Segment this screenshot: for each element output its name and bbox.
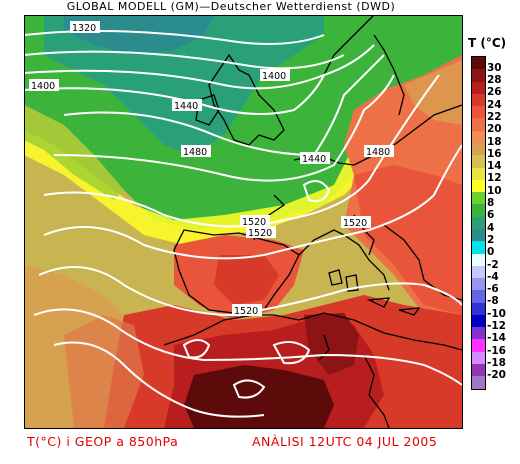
color-scale-swatch — [472, 204, 485, 217]
temperature-zone-sahara-2 — [304, 313, 359, 375]
svg-text:1520: 1520 — [248, 228, 272, 239]
color-scale-tick-label: 8 — [487, 197, 495, 210]
contour-label: 1400 — [260, 69, 290, 82]
temperature-zone-warm-east-2 — [404, 60, 462, 125]
footer-analysis-time: ANÀLISI 12UTC 04 JUL 2005 — [252, 434, 438, 449]
color-scale-tick-label: 28 — [487, 74, 502, 87]
temperature-zone-yellow — [24, 130, 369, 245]
color-scale-tick-label: 2 — [487, 233, 495, 246]
color-scale-tick-label: -6 — [487, 283, 499, 296]
contour-label: 1520 — [341, 216, 371, 229]
color-scale-tick-label: -4 — [487, 270, 499, 283]
color-scale-swatch — [472, 302, 485, 315]
color-scale-swatch — [472, 327, 485, 340]
map-title: GLOBAL MODELL (GM)—Deutscher Wetterdiens… — [66, 0, 396, 13]
color-scale-swatch — [472, 155, 485, 168]
contour-label: 1440 — [172, 99, 202, 112]
color-scale-bar — [471, 56, 486, 390]
color-scale-tick-label: 24 — [487, 98, 502, 111]
color-scale-swatch — [472, 290, 485, 303]
svg-text:1520: 1520 — [242, 217, 266, 228]
color-scale-swatch — [472, 351, 485, 365]
contour-label: 1520 — [232, 304, 262, 317]
color-scale-tick-label: -20 — [487, 369, 506, 382]
contour-label: 1400 — [29, 79, 59, 92]
color-scale-tick-label: 22 — [487, 110, 502, 123]
contour-label: 1480 — [364, 145, 394, 158]
temperature-zone-lightgreen-west — [24, 105, 124, 200]
svg-text:1320: 1320 — [72, 23, 96, 34]
svg-text:1520: 1520 — [343, 218, 367, 229]
color-scale-tick-label: 14 — [487, 160, 502, 173]
color-scale-swatch — [472, 241, 485, 254]
svg-text:1400: 1400 — [31, 81, 55, 92]
color-scale-tick-label: 20 — [487, 123, 502, 136]
svg-text:1480: 1480 — [183, 147, 207, 158]
color-scale-swatch — [472, 253, 485, 266]
color-scale-tick-label: -14 — [487, 332, 506, 345]
contour-label: 1520 — [246, 226, 276, 239]
geopotential-contours — [24, 30, 462, 418]
color-scale-tick-label: -12 — [487, 320, 506, 333]
temperature-zone-hot-east — [354, 165, 462, 315]
svg-text:1400: 1400 — [262, 71, 286, 82]
color-scale-tick-label: -10 — [487, 307, 506, 320]
color-scale-swatch — [472, 179, 485, 193]
color-scale-swatch — [472, 57, 485, 70]
color-scale-swatch — [472, 228, 485, 242]
svg-text:1440: 1440 — [174, 101, 198, 112]
color-scale-tick-label: 16 — [487, 147, 502, 160]
color-scale-tick-label: -16 — [487, 344, 506, 357]
contour-label: 1520 — [240, 215, 270, 228]
color-scale-swatch — [472, 314, 485, 328]
color-scale-tick-label: -18 — [487, 356, 506, 369]
color-scale-swatch — [472, 118, 485, 131]
color-scale-swatch — [472, 265, 485, 279]
color-scale-tick-label: 10 — [487, 184, 502, 197]
color-scale-swatch — [472, 167, 485, 180]
color-scale-swatch — [472, 216, 485, 229]
color-scale-tick-label: 6 — [487, 209, 495, 222]
color-scale-tick-label: -2 — [487, 258, 499, 271]
temperature-zone-iberia-core — [214, 255, 279, 305]
legend-title: T (°C) — [468, 36, 507, 50]
color-scale-swatch — [472, 142, 485, 156]
color-scale-tick-label: 26 — [487, 86, 502, 99]
color-scale-swatch — [472, 130, 485, 143]
footer: T(°C) i GEOP a 850hPa ANÀLISI 12UTC 04 J… — [0, 434, 520, 454]
color-scale-tick-label: 18 — [487, 135, 502, 148]
color-scale-tick-label: 30 — [487, 61, 502, 74]
color-scale-tick-label: 12 — [487, 172, 502, 185]
color-scale-swatch — [472, 364, 485, 377]
temperature-zone-teal-cold — [64, 15, 214, 55]
temperature-geopotential-map: 1320 1400 1400 1440 1480 1440 — [24, 15, 462, 428]
color-scale-swatch — [472, 69, 485, 82]
contour-label: 1480 — [181, 145, 211, 158]
color-scale-swatch — [472, 106, 485, 119]
svg-text:1440: 1440 — [302, 154, 326, 165]
color-scale-swatch — [472, 192, 485, 205]
svg-text:1520: 1520 — [234, 306, 258, 317]
footer-variable-label: T(°C) i GEOP a 850hPa — [27, 434, 179, 449]
contour-label: 1320 — [70, 21, 100, 34]
color-scale-tick-label: 4 — [487, 221, 495, 234]
color-scale-swatch — [472, 278, 485, 291]
contour-labels: 1320 1400 1400 1440 1480 1440 — [29, 21, 394, 317]
color-scale-tick-label: -8 — [487, 295, 499, 308]
color-scale-swatch — [472, 81, 485, 94]
color-scale-swatch — [472, 93, 485, 107]
temperature-zone-sahara — [184, 365, 334, 428]
color-scale-swatch — [472, 339, 485, 352]
contour-label: 1440 — [300, 152, 330, 165]
color-scale-tick-label: 0 — [487, 246, 495, 259]
color-scale-swatch — [472, 376, 485, 389]
svg-text:1480: 1480 — [366, 147, 390, 158]
